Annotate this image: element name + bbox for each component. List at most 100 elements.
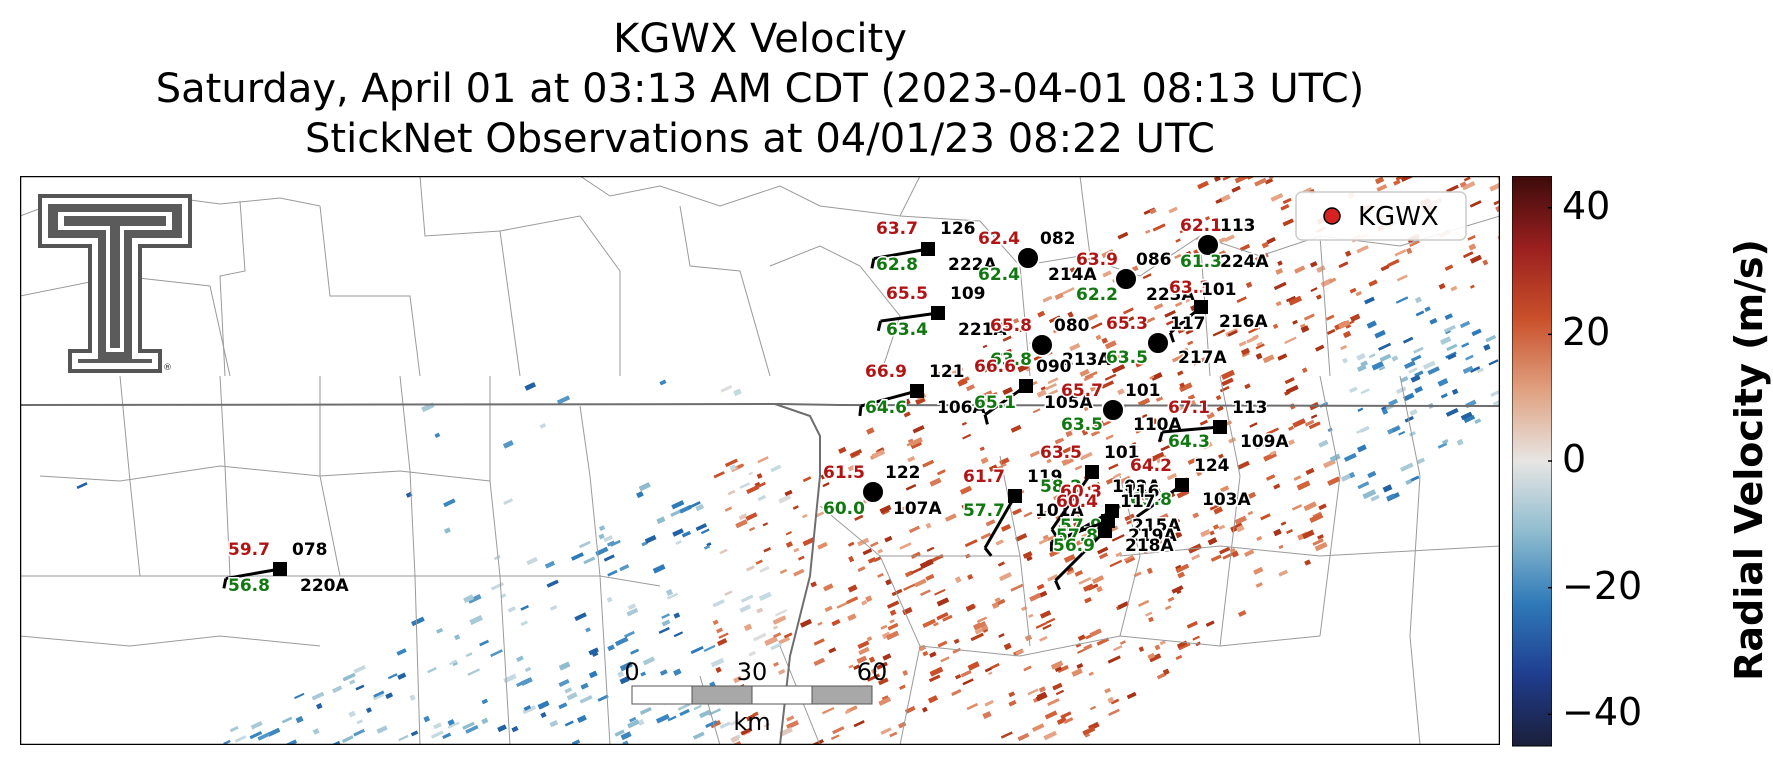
wind-barb [880, 311, 939, 323]
legend-box [1295, 191, 1467, 241]
station-id: 126 [940, 219, 976, 239]
station-id: 080 [1054, 316, 1090, 336]
station-temperature: 65.7 [1061, 381, 1103, 401]
station-id: 101 [1201, 280, 1237, 300]
station-marker [1019, 379, 1033, 393]
station-sub-id: 218A [1125, 536, 1174, 556]
wind-barb [1162, 425, 1221, 434]
station-dewpoint: 56.8 [228, 576, 270, 596]
station-temperature: 63.5 [1040, 443, 1082, 463]
station-sub-id: 224A [1220, 252, 1269, 272]
station-marker [273, 562, 287, 576]
station-temperature: 60.3 [1060, 482, 1102, 502]
station-id: 078 [292, 540, 328, 560]
map-panel[interactable]: ® 63.7 126 62.8 222A 62.4 082 62.4 214A 63.9 086 6… [20, 176, 1500, 745]
station-sub-id: 105A [1044, 393, 1093, 413]
scale-bar-segment [811, 685, 873, 705]
station-id: 119 [1027, 467, 1063, 487]
station-105A: 66.6 090 65.1 105A [973, 356, 1095, 425]
station-dewpoint: 62.4 [978, 265, 1020, 285]
scale-bar-tick-label: 30 [737, 658, 768, 686]
colorbar-label: Radial Velocity (m/s) [1727, 239, 1771, 681]
station-marker [1194, 300, 1208, 314]
station-217A: 65.3 117 63.5 217A [1105, 313, 1229, 370]
station-218A: 56.9 218A [1052, 524, 1176, 591]
station-dewpoint: 56.9 [1053, 536, 1095, 556]
station-temperature: 63.9 [1076, 250, 1118, 270]
station-109A: 67.1 113 64.3 109A [1157, 397, 1291, 454]
station-dewpoint: 57.8 [1056, 526, 1098, 546]
station-dewpoint: 65.1 [974, 393, 1016, 413]
station-dewpoint: 58.2 [1040, 477, 1082, 497]
station-dewpoint: 57.9 [1060, 516, 1102, 536]
station-marker [1196, 233, 1220, 257]
station-sub-id: 215A [1132, 516, 1181, 536]
wind-barb [983, 495, 1017, 549]
station-dewpoint: 63.5 [1061, 415, 1103, 435]
station-temperature: 63.3 [1169, 278, 1211, 298]
station-temperature: 65.3 [1106, 314, 1148, 334]
station-id: 090 [1036, 357, 1072, 377]
texas-tech-logo-icon: ® [38, 194, 192, 373]
station-temperature: 66.9 [865, 362, 907, 382]
station-dewpoint: 63.8 [1130, 490, 1172, 510]
station-sub-id: 220A [300, 576, 349, 596]
station-dewpoint: 62.2 [1076, 285, 1118, 305]
colorbar-tick-label: 40 [1562, 183, 1611, 228]
station-sub-id: 214A [1048, 265, 1097, 285]
station-dewpoint: 63.5 [1106, 348, 1148, 368]
colorbar [1512, 176, 1552, 747]
scale-bar-segment [691, 685, 753, 705]
station-marker [1098, 524, 1112, 538]
station-sub-id: 213A [1062, 350, 1111, 370]
scale-bar-segment [631, 685, 693, 705]
station-dewpoint: 60.0 [823, 499, 865, 519]
wind-barb [873, 247, 929, 261]
station-sub-id: 217A [1178, 348, 1227, 368]
state-boundaries [20, 402, 1500, 745]
legend: KGWX [1295, 191, 1467, 241]
station-220A: 59.7 078 56.8 220A [222, 539, 351, 598]
station-sub-id: 223A [1146, 285, 1195, 305]
station-sub-id: 219A [1128, 526, 1177, 546]
station-222A: 63.7 126 62.8 222A [870, 218, 999, 277]
station-marker [1213, 420, 1227, 434]
station-id: 117 [1170, 314, 1206, 334]
colorbar-tick-label: 0 [1562, 437, 1587, 481]
station-sub-id: 106A [937, 398, 986, 418]
station-marker [1008, 489, 1022, 503]
legend-label: KGWX [1358, 202, 1439, 232]
station-temperature: 61.7 [963, 467, 1005, 487]
wind-barb [225, 567, 281, 581]
station-sub-id: 103A [1202, 490, 1251, 510]
station-103A: 64.2 124 63.8 103A [1129, 455, 1253, 527]
station-marker [861, 480, 885, 504]
station-dewpoint: 63.8 [990, 350, 1032, 370]
wind-barb [860, 389, 918, 408]
station-id: 113 [1232, 398, 1268, 418]
station-marker [1114, 267, 1138, 291]
station-sub-id: 101A [1035, 501, 1084, 521]
map-border [20, 176, 1500, 745]
station-214A: 62.4 082 62.4 214A [977, 228, 1099, 287]
station-marker [921, 242, 935, 256]
station-temperature: 65.8 [990, 316, 1032, 336]
station-id: 122 [885, 463, 921, 483]
station-106A: 66.9 121 64.6 106A [858, 361, 988, 420]
station-temperature: 60.4 [1056, 492, 1098, 512]
station-sub-id: 109A [1240, 432, 1289, 452]
station-sub-id: 102A [1112, 477, 1161, 497]
title-line-2: Saturday, April 01 at 03:13 AM CDT (2023… [155, 66, 1365, 112]
station-223A: 63.9 086 62.2 223A [1075, 249, 1197, 307]
station-temperature: 64.2 [1130, 456, 1172, 476]
station-dewpoint: 57.7 [963, 501, 1005, 521]
wind-barb [1050, 471, 1094, 531]
station-213A: 65.8 080 63.8 213A [989, 315, 1113, 372]
station-id: 116 [1124, 482, 1160, 502]
scale-bar: 0 30 60 km [624, 658, 887, 736]
station-marker [910, 384, 924, 398]
station-marker [1016, 246, 1040, 270]
station-107A: 61.5 122 60.0 107A [822, 462, 944, 521]
